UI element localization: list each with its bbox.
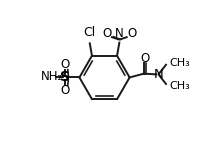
Text: Cl: Cl	[83, 26, 95, 39]
Text: NH₂: NH₂	[41, 70, 63, 83]
Text: CH₃: CH₃	[169, 58, 190, 68]
Text: N: N	[153, 68, 163, 81]
Text: O: O	[140, 52, 149, 65]
Text: CH₃: CH₃	[169, 81, 190, 91]
Text: S: S	[60, 70, 70, 84]
Text: O: O	[127, 27, 136, 40]
Text: N: N	[115, 27, 124, 40]
Text: O: O	[60, 84, 70, 97]
Text: O: O	[102, 27, 112, 40]
Text: O: O	[60, 58, 70, 71]
